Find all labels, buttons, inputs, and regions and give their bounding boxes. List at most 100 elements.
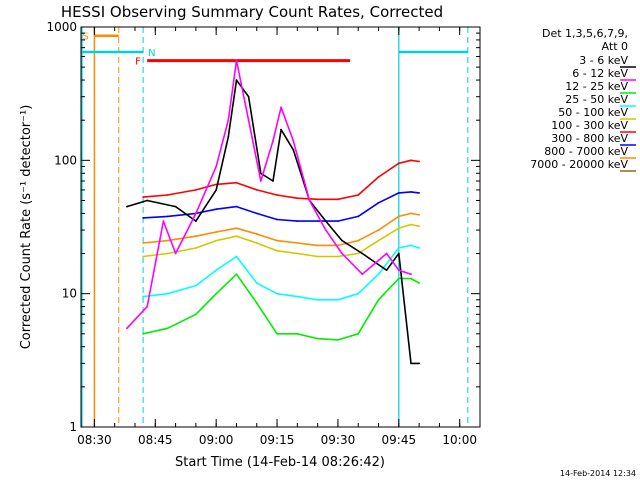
y-axis-label: Corrected Count Rate (s⁻¹ detector⁻¹) xyxy=(19,105,34,350)
data-point xyxy=(357,253,359,255)
data-point xyxy=(256,282,258,284)
count-rate-chart: HESSI Observing Summary Count Rates, Cor… xyxy=(0,0,640,480)
data-point xyxy=(317,198,319,200)
data-point xyxy=(260,180,262,182)
data-point xyxy=(325,229,327,231)
data-point xyxy=(309,200,311,202)
data-point xyxy=(236,206,238,208)
data-point xyxy=(378,273,380,275)
data-point xyxy=(325,220,327,222)
data-point xyxy=(378,176,380,178)
data-point xyxy=(386,253,388,255)
data-point xyxy=(195,213,197,215)
data-point xyxy=(317,256,319,258)
data-point xyxy=(296,197,298,199)
data-point xyxy=(175,253,177,255)
data-point xyxy=(398,269,400,271)
x-tick-label: 08:30 xyxy=(77,433,112,447)
data-point xyxy=(410,245,412,247)
data-point xyxy=(410,213,412,215)
data-point xyxy=(167,293,169,295)
data-point xyxy=(386,269,388,271)
data-point xyxy=(418,214,420,216)
data-point xyxy=(292,140,294,142)
data-point xyxy=(398,247,400,249)
data-point xyxy=(195,247,197,249)
data-point xyxy=(256,242,258,244)
data-point xyxy=(398,192,400,194)
data-point xyxy=(357,216,359,218)
data-point xyxy=(215,240,217,242)
data-point xyxy=(398,253,400,255)
data-point xyxy=(248,119,250,121)
flare-label: F xyxy=(135,57,141,68)
data-point xyxy=(227,119,229,121)
data-point xyxy=(378,299,380,301)
data-point xyxy=(215,293,217,295)
data-point xyxy=(236,182,238,184)
data-point xyxy=(378,202,380,204)
plot-area: S NF 08:30 08:45 09:00 09:15 09:30 09:45 10:00 1… xyxy=(46,20,480,447)
data-point xyxy=(167,194,169,196)
data-point xyxy=(142,296,144,298)
data-point xyxy=(418,225,420,227)
data-point xyxy=(146,306,148,308)
data-point xyxy=(398,216,400,218)
data-point xyxy=(256,302,258,304)
y-tick-label: 10 xyxy=(62,287,77,301)
data-point xyxy=(317,245,319,247)
series-line-25-50keV xyxy=(143,245,419,299)
data-point xyxy=(215,269,217,271)
data-point xyxy=(337,339,339,341)
data-point xyxy=(276,293,278,295)
legend-label: 100 - 300 keV xyxy=(551,119,628,132)
data-point xyxy=(418,192,420,194)
data-point xyxy=(142,256,144,258)
plot-frame xyxy=(81,27,480,427)
data-point xyxy=(280,129,282,131)
data-point xyxy=(317,299,319,301)
y-tick-label: 1000 xyxy=(46,20,77,34)
legend-label: 25 - 50 keV xyxy=(565,93,628,106)
data-point xyxy=(410,159,412,161)
data-point xyxy=(410,224,412,226)
data-point xyxy=(195,220,197,222)
data-point xyxy=(227,136,229,138)
data-point xyxy=(410,363,412,365)
data-point xyxy=(341,253,343,255)
night-label: N xyxy=(148,48,155,59)
x-tick-label: 09:45 xyxy=(382,433,417,447)
legend-label: 50 - 100 keV xyxy=(558,106,628,119)
legend-label: 3 - 6 keV xyxy=(579,54,628,67)
x-tick-label: 09:30 xyxy=(321,433,356,447)
data-point xyxy=(215,189,217,191)
ticks-layer: 08:30 08:45 09:00 09:15 09:30 09:45 10:0011010… xyxy=(46,20,480,447)
data-point xyxy=(317,220,319,222)
data-point xyxy=(126,206,128,208)
data-point xyxy=(361,273,363,275)
data-point xyxy=(167,327,169,329)
data-point xyxy=(296,220,298,222)
data-point xyxy=(276,194,278,196)
data-point xyxy=(418,363,420,365)
data-point xyxy=(337,220,339,222)
series-line-3-6keV xyxy=(127,80,419,363)
data-point xyxy=(296,296,298,298)
data-point xyxy=(142,242,144,244)
x-tick-label: 09:15 xyxy=(260,433,295,447)
data-point xyxy=(215,208,217,210)
data-point xyxy=(195,285,197,287)
data-point xyxy=(410,278,412,280)
data-point xyxy=(296,253,298,255)
data-point xyxy=(361,253,363,255)
date-stamp: 14-Feb-2014 12:34 xyxy=(560,469,636,478)
data-point xyxy=(418,161,420,163)
data-point xyxy=(276,333,278,335)
data-point xyxy=(248,96,250,98)
data-point xyxy=(410,273,412,275)
data-point xyxy=(126,327,128,329)
data-point xyxy=(163,220,165,222)
data-point xyxy=(236,235,238,237)
